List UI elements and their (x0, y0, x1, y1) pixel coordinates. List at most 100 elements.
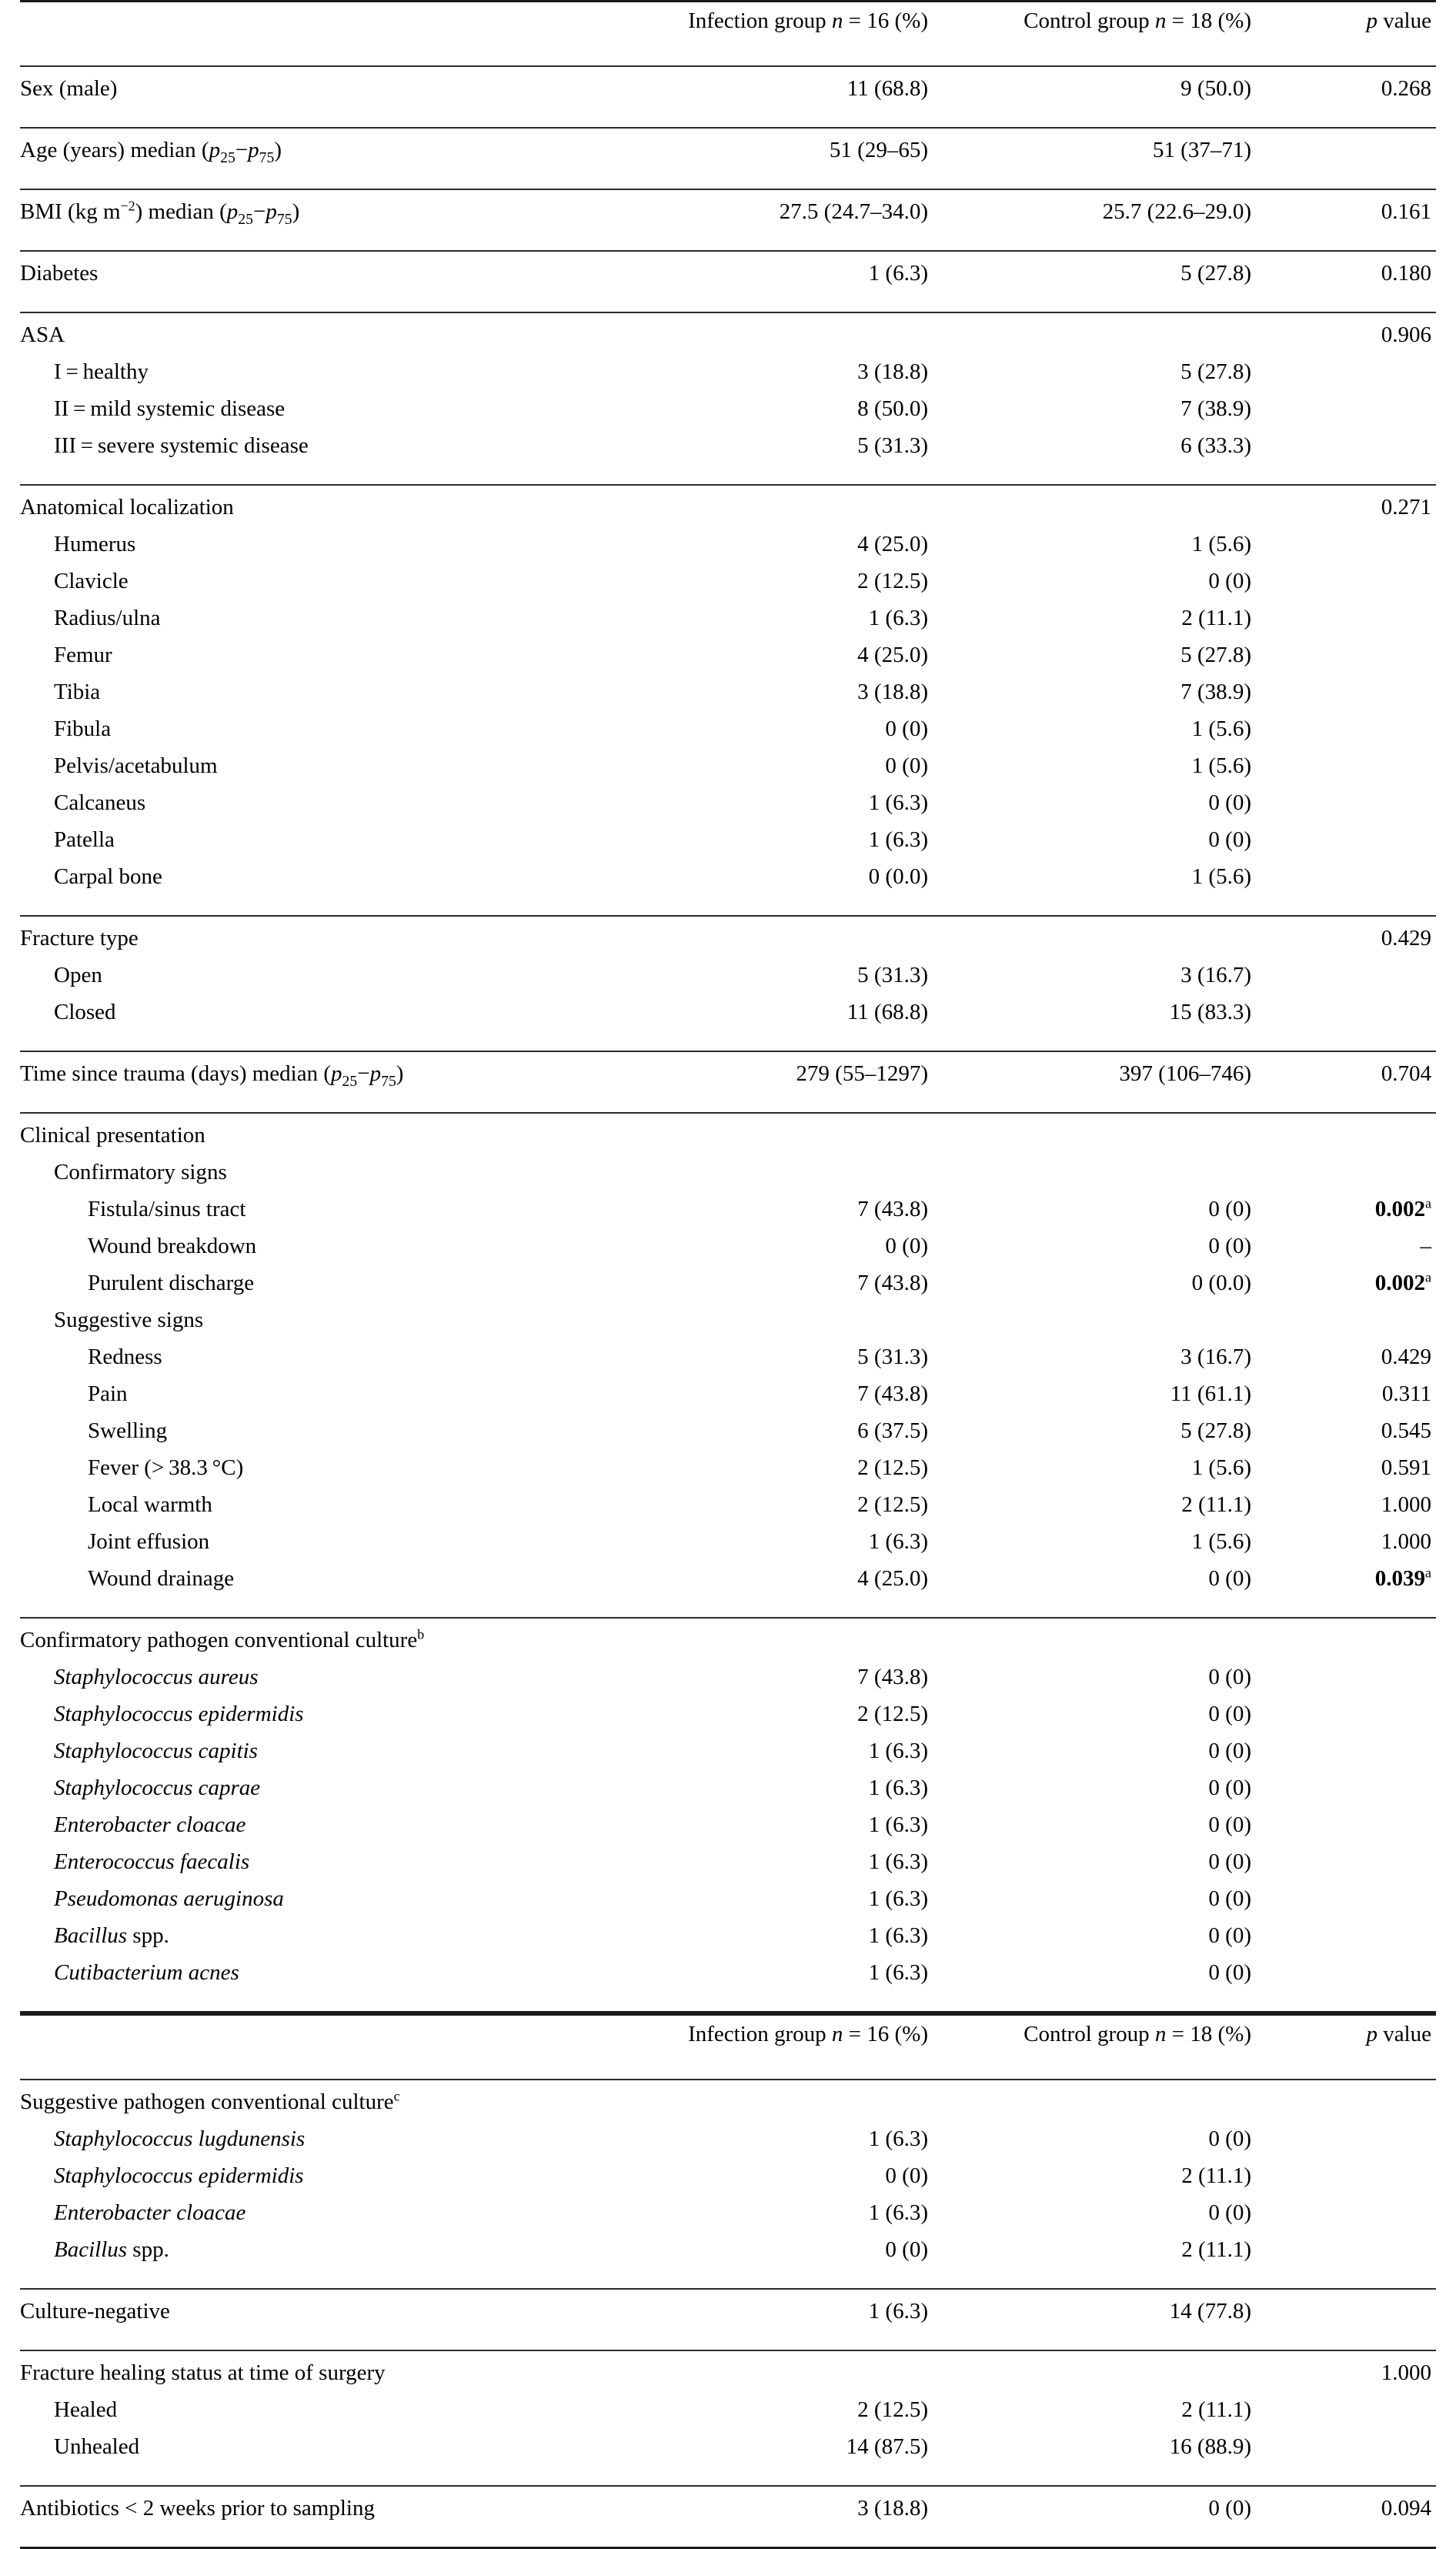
cell-control-group: 5 (27.8) (951, 252, 1274, 312)
row-label: Pseudomonas aeruginosa (20, 1888, 628, 1925)
row-label: Enterococcus faecalis (20, 1851, 628, 1888)
row-label: Femur (20, 644, 628, 681)
cell-p-value: – (1274, 1235, 1436, 1272)
cell-p-value (1274, 1888, 1436, 1925)
cell-infection-group: 0 (0) (628, 2165, 951, 2202)
cell-p-value: 0.180 (1274, 252, 1436, 312)
cell-control-group (951, 1619, 1274, 1666)
cell-p-value: 0.002a (1274, 1272, 1436, 1309)
cell-control-group: 0 (0) (951, 1777, 1274, 1814)
row-label: Staphylococcus capitis (20, 1740, 628, 1777)
cell-control-group: 0 (0) (951, 792, 1274, 829)
cell-infection-group (628, 2351, 951, 2399)
cell-control-group: 2 (11.1) (951, 607, 1274, 644)
cell-control-group: 1 (5.6) (951, 1531, 1274, 1568)
cell-p-value (1274, 1777, 1436, 1814)
cell-p-value (1274, 681, 1436, 718)
cell-infection-group: 0 (0) (628, 1235, 951, 1272)
header-infection-group: Infection group n = 16 (%) (628, 2, 951, 66)
row-label: Local warmth (20, 1494, 628, 1531)
cell-p-value (1274, 361, 1436, 398)
cell-control-group: 0 (0) (951, 1925, 1274, 1962)
cell-infection-group: 3 (18.8) (628, 361, 951, 398)
row-label: ASA (20, 313, 628, 361)
cell-p-value: 0.094 (1274, 2487, 1436, 2548)
cell-control-group: 0 (0) (951, 2128, 1274, 2165)
cell-infection-group: 11 (68.8) (628, 67, 951, 128)
row-label: Enterobacter cloacae (20, 1814, 628, 1851)
cell-control-group: 1 (5.6) (951, 755, 1274, 792)
cell-p-value: 0.429 (1274, 1346, 1436, 1383)
row-label: Anatomical localization (20, 486, 628, 533)
cell-infection-group: 2 (12.5) (628, 1457, 951, 1494)
cell-infection-group: 2 (12.5) (628, 1703, 951, 1740)
cell-control-group (951, 917, 1274, 964)
row-label: Clinical presentation (20, 1114, 628, 1161)
cell-control-group: 0 (0) (951, 1666, 1274, 1703)
cell-infection-group: 1 (6.3) (628, 607, 951, 644)
cell-infection-group: 2 (12.5) (628, 1494, 951, 1531)
cell-p-value (1274, 129, 1436, 189)
cell-infection-group: 51 (29–65) (628, 129, 951, 189)
table-row: Bacillus spp.0 (0)2 (11.1) (20, 2239, 1436, 2289)
cell-p-value (1274, 644, 1436, 681)
cell-p-value: 0.268 (1274, 67, 1436, 128)
cell-infection-group (628, 1114, 951, 1161)
cell-control-group: 6 (33.3) (951, 435, 1274, 485)
cell-control-group: 397 (106–746) (951, 1052, 1274, 1113)
cell-control-group: 25.7 (22.6–29.0) (951, 190, 1274, 251)
cell-p-value: 1.000 (1274, 2351, 1436, 2399)
cell-infection-group: 2 (12.5) (628, 2399, 951, 2436)
cell-p-value (1274, 570, 1436, 607)
row-label: Staphylococcus epidermidis (20, 1703, 628, 1740)
cell-infection-group: 7 (43.8) (628, 1383, 951, 1420)
row-label: Suggestive signs (20, 1309, 628, 1346)
cell-infection-group: 1 (6.3) (628, 2202, 951, 2239)
cell-control-group (951, 2351, 1274, 2399)
row-label: Pain (20, 1383, 628, 1420)
row-label: Staphylococcus caprae (20, 1777, 628, 1814)
cell-infection-group: 2 (12.5) (628, 570, 951, 607)
cell-control-group: 11 (61.1) (951, 1383, 1274, 1420)
cell-infection-group: 1 (6.3) (628, 1777, 951, 1814)
row-label: Staphylococcus epidermidis (20, 2165, 628, 2202)
cell-control-group: 1 (5.6) (951, 866, 1274, 916)
row-label: Tibia (20, 681, 628, 718)
row-label: Fistula/sinus tract (20, 1198, 628, 1235)
cell-control-group: 0 (0) (951, 1568, 1274, 1618)
cell-p-value (1274, 964, 1436, 1001)
cell-control-group: 0 (0) (951, 1888, 1274, 1925)
header-control-group: Control group n = 18 (%) (951, 2, 1274, 66)
row-label: Clavicle (20, 570, 628, 607)
cell-p-value (1274, 1740, 1436, 1777)
cell-p-value (1274, 2239, 1436, 2289)
cell-control-group: 0 (0) (951, 1740, 1274, 1777)
cell-p-value: 0.545 (1274, 1420, 1436, 1457)
cell-p-value (1274, 1962, 1436, 2013)
cell-control-group: 2 (11.1) (951, 2239, 1274, 2289)
row-label: Purulent discharge (20, 1272, 628, 1309)
table-header-row: Infection group n = 16 (%)Control group … (20, 2016, 1436, 2080)
cell-infection-group: 7 (43.8) (628, 1198, 951, 1235)
table-row: BMI (kg m−2) median (p25−p75)27.5 (24.7–… (20, 190, 1436, 251)
row-label: Confirmatory pathogen conventional cultu… (20, 1619, 628, 1666)
cell-p-value: 0.271 (1274, 486, 1436, 533)
row-label: Antibiotics < 2 weeks prior to sampling (20, 2487, 628, 2548)
header-control-group: Control group n = 18 (%) (951, 2016, 1274, 2080)
row-label: Age (years) median (p25−p75) (20, 129, 628, 189)
cell-infection-group: 1 (6.3) (628, 1962, 951, 2013)
